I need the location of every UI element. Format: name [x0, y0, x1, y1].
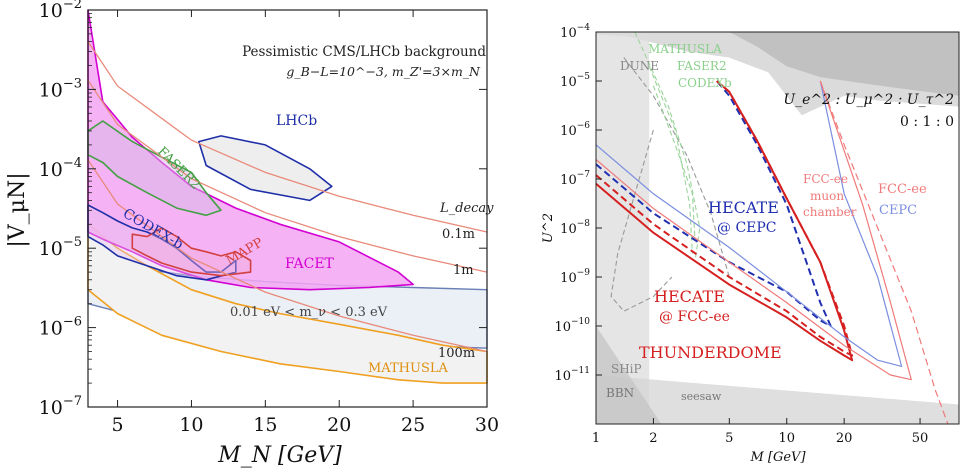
right-xtick-label: 20	[836, 431, 853, 446]
right-label-mathusla: MATHUSLA	[648, 42, 722, 56]
left-ytick-label: 10−2	[39, 0, 82, 22]
right-label-seesaw: seesaw	[681, 390, 722, 403]
left-region-faser2	[87, 120, 222, 217]
right-xtick-label: 2	[649, 431, 657, 446]
right-ytick-label: 10−6	[560, 121, 590, 139]
right-excluded-left	[596, 32, 650, 424]
right-ytick-label: 10−10	[554, 317, 590, 335]
right-ytick-label: 10−4	[560, 23, 590, 41]
left-decay-label-1m: 1m	[453, 263, 474, 278]
right-curve-ship	[610, 129, 673, 312]
right-label-thunderdome: THUNDERDOME	[639, 343, 782, 362]
right-ratio-label: U_e^2 : U_μ^2 : U_τ^2	[783, 92, 954, 108]
right-excluded-bbn	[596, 326, 662, 424]
left-decay-label-100m: 100m	[438, 346, 475, 361]
right-ytick-label: 10−8	[560, 219, 590, 237]
right-curve-faser2	[652, 85, 696, 239]
right-label-codexb: CODEXb	[678, 76, 732, 90]
right-chart: 1 2 5 10 20 50 10−11 10−10 10−9 10−8 10−7 10−6 10−5 1…	[541, 23, 960, 465]
right-ratio-values: 0 : 1 : 0	[900, 114, 954, 130]
left-region-mapp	[131, 227, 252, 277]
left-decay-line-1m	[87, 80, 488, 273]
left-ylabel: |V_μN|	[5, 172, 30, 247]
left-decay-line-0p1m	[87, 41, 488, 233]
left-label-seesaw: 0.01 eV < m_ν < 0.3 eV	[230, 305, 388, 320]
right-label-muon-1: FCC-ee	[803, 172, 848, 186]
left-annotation-title: Pessimistic CMS/LHCb background	[242, 44, 486, 60]
right-ytick-label: 10−11	[554, 366, 590, 384]
left-ytick-label: 10−6	[39, 315, 82, 340]
right-curve-fcc-ee-muon-chamber	[819, 80, 949, 425]
right-label-bbn: BBN	[606, 386, 634, 400]
right-curve-fcc-ee	[595, 80, 912, 381]
left-chart: 0.1m 1m 100m 5 10 15 20 25 30 10−7 10−6 10−5 10−4 10…	[5, 0, 499, 468]
left-decay-line-100m	[87, 159, 488, 353]
left-ytick-label: 10−5	[39, 235, 82, 260]
right-ytick-label: 10−5	[560, 72, 590, 90]
right-label-faser2: FASER2	[677, 59, 727, 73]
right-label-fccee: FCC-ee	[878, 182, 927, 197]
left-region-lhcb	[198, 135, 333, 202]
left-xtick-label: 15	[253, 414, 277, 436]
right-curve-cepc	[595, 80, 903, 367]
left-xtick-label: 30	[475, 414, 499, 436]
left-label-mathusla: MATHUSLA	[368, 361, 448, 376]
right-excluded-top-dark	[729, 32, 959, 96]
right-label-hecate-fcc-1: HECATE	[654, 287, 725, 306]
right-curve-thunderdome	[595, 80, 854, 362]
left-label-facet: FACET	[285, 256, 335, 272]
right-ytick-label: 10−7	[560, 170, 590, 188]
right-label-cepc: CEPC	[879, 203, 917, 218]
left-ldecay-title: L_decay	[439, 201, 494, 216]
right-xlabel: M [GeV]	[749, 450, 806, 465]
right-xtick-label: 10	[778, 431, 795, 446]
right-curve-hecate-fcc-ee	[595, 80, 854, 357]
left-xtick-label: 25	[401, 414, 425, 436]
right-label-dune: DUNE	[620, 59, 659, 73]
right-xtick-label: 50	[912, 431, 929, 446]
right-curve-dune	[623, 57, 730, 278]
right-ylabel: U^2	[541, 213, 556, 243]
right-xtick-label: 1	[592, 431, 600, 446]
left-ytick-label: 10−7	[39, 394, 82, 419]
left-xlabel: M_N [GeV]	[217, 443, 342, 468]
left-xtick-label: 10	[179, 414, 203, 436]
left-plot-frame	[87, 9, 488, 408]
left-ytick-label: 10−4	[39, 156, 82, 181]
right-excluded-bottom	[596, 375, 959, 424]
right-curve-codexb	[648, 65, 693, 254]
right-label-hecate-cepc-2: @ CEPC	[717, 220, 777, 236]
left-label-lhcb: LHCb	[276, 113, 317, 129]
right-label-hecate-fcc-2: @ FCC-ee	[659, 309, 730, 325]
right-ytick-label: 10−9	[560, 268, 590, 286]
left-xtick-label: 5	[112, 414, 124, 436]
left-annotation-params: g_B−L=10^−3, m_Z'=3×m_N	[286, 64, 481, 79]
left-ytick-label: 10−3	[39, 76, 82, 101]
right-label-muon-3: chamber	[803, 205, 857, 219]
right-label-ship: SHiP	[611, 362, 642, 376]
right-label-muon-2: muon	[810, 189, 844, 203]
right-xtick-label: 5	[725, 431, 733, 446]
right-curve-mathusla	[634, 31, 701, 263]
left-decay-label-0p1m: 0.1m	[442, 227, 475, 242]
left-xtick-label: 20	[327, 414, 351, 436]
right-label-hecate-cepc-1: HECATE	[708, 198, 779, 217]
